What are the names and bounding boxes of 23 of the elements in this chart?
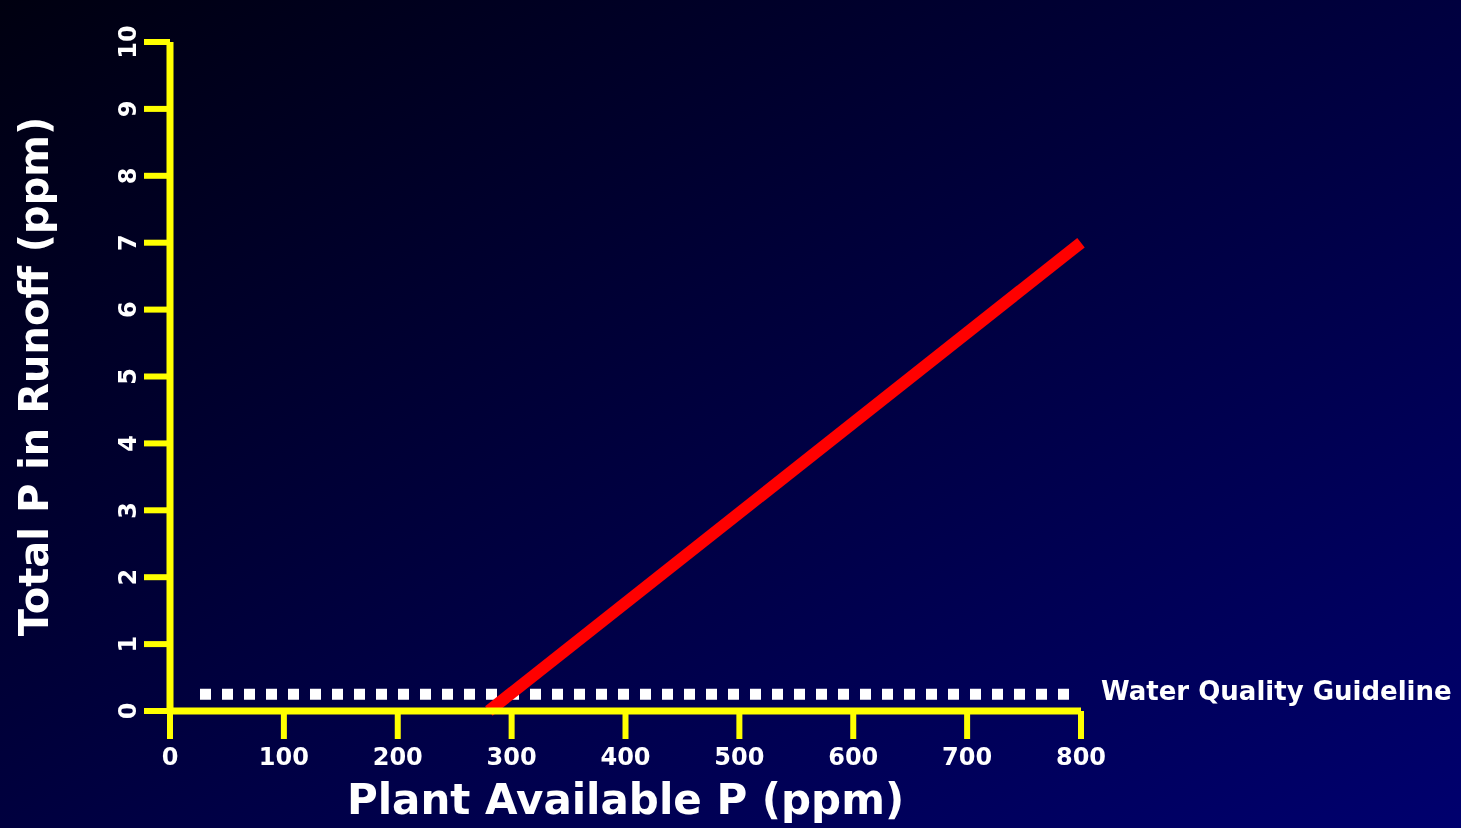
x-tick-label: 300: [486, 743, 537, 771]
y-tick-label: 10: [114, 25, 142, 59]
y-tick-label: 5: [114, 368, 142, 385]
y-tick-label: 3: [114, 501, 142, 519]
x-tick-label: 0: [161, 743, 179, 771]
y-axis-title: Total P in Runoff (ppm): [11, 116, 57, 637]
y-tick-label: 6: [114, 301, 142, 318]
x-tick-label: 100: [258, 743, 309, 771]
y-tick-label: 8: [114, 167, 142, 185]
y-tick-label: 4: [114, 435, 142, 452]
y-tick-label: 2: [114, 568, 142, 586]
y-tick-label: 1: [114, 635, 142, 653]
ref-line-label: Water Quality Guideline: [1101, 676, 1452, 707]
x-tick-label: 700: [942, 743, 993, 771]
x-tick-label: 800: [1055, 743, 1107, 771]
x-tick-label: 500: [714, 743, 765, 771]
x-tick-label: 400: [600, 743, 651, 771]
y-tick-label: 0: [114, 702, 142, 720]
y-tick-label: 7: [114, 234, 142, 252]
x-axis-title: Plant Available P (ppm): [346, 775, 905, 824]
y-tick-label: 9: [114, 100, 142, 118]
x-tick-label: 600: [828, 743, 879, 771]
x-tick-label: 200: [372, 743, 423, 771]
